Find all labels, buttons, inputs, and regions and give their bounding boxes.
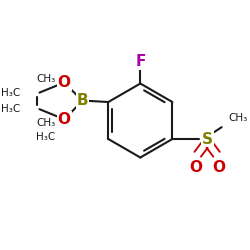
- Text: O: O: [58, 112, 71, 127]
- Text: B: B: [77, 94, 88, 108]
- Text: H₃C: H₃C: [36, 132, 55, 142]
- Text: CH₃: CH₃: [36, 74, 55, 84]
- Text: O: O: [189, 160, 202, 175]
- Text: CH₃: CH₃: [228, 113, 248, 123]
- Text: S: S: [202, 132, 212, 146]
- Text: O: O: [212, 160, 225, 175]
- Text: F: F: [135, 54, 145, 68]
- Text: H₃C: H₃C: [1, 104, 20, 114]
- Text: H₃C: H₃C: [1, 88, 20, 98]
- Text: CH₃: CH₃: [36, 118, 55, 128]
- Text: O: O: [58, 75, 71, 90]
